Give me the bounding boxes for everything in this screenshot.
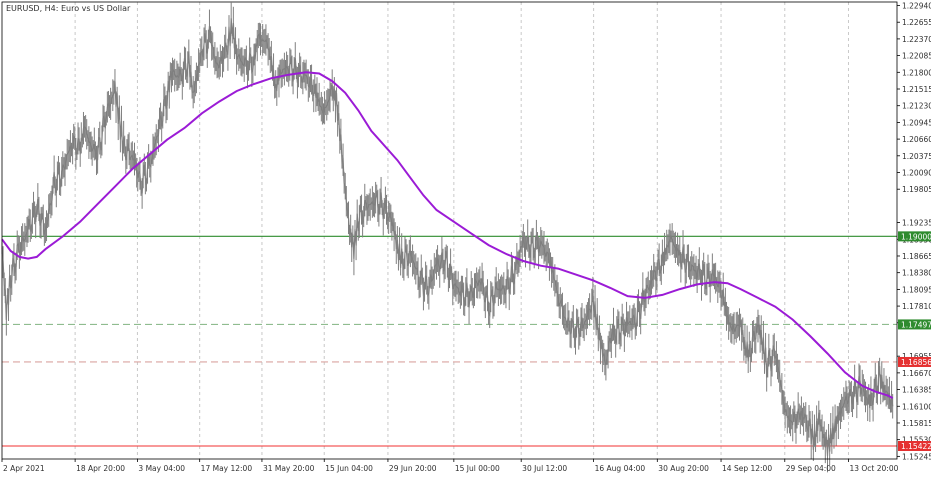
x-tick-label: 16 Aug 04:00 (595, 464, 646, 473)
y-tick-label: 1.15245 (902, 452, 931, 461)
x-tick-label: 30 Jul 12:00 (522, 464, 567, 473)
price-line (1, 18, 894, 457)
level-1.17497-tag-label: 1.17497 (901, 320, 931, 329)
x-tick-label: 17 May 12:00 (201, 464, 253, 473)
x-tick-label: 15 Jul 00:00 (455, 464, 500, 473)
y-tick-label: 1.21515 (902, 85, 931, 94)
x-tick-label: 2 Apr 2021 (3, 464, 45, 473)
moving-average-line (1, 71, 894, 399)
y-tick-label: 1.17810 (902, 302, 931, 311)
y-tick-label: 1.16955 (902, 352, 931, 361)
y-tick-label: 1.22085 (902, 52, 931, 61)
x-tick-label: 18 Apr 20:00 (76, 464, 125, 473)
x-tick-label: 3 May 04:00 (138, 464, 185, 473)
y-tick-label: 1.20375 (902, 152, 931, 161)
y-tick-label: 1.20945 (902, 118, 931, 127)
grid (74, 2, 849, 459)
y-tick-label: 1.19235 (902, 219, 931, 228)
y-tick-label: 1.22370 (902, 35, 931, 44)
x-tick-label: 29 Jun 20:00 (389, 464, 437, 473)
chart-title: EURUSD, H4: Euro vs US Dollar (6, 4, 131, 13)
y-tick-label: 1.16100 (902, 402, 931, 411)
y-tick-label: 1.21230 (902, 102, 931, 111)
y-tick-label: 1.16385 (902, 386, 931, 395)
x-tick-label: 29 Sep 04:00 (786, 464, 836, 473)
level-tags: 1.19000 1.17497 1.16856 1.15422 (898, 231, 931, 451)
level-1.15422-tag-label: 1.15422 (901, 442, 931, 451)
level-1.15422-tag (898, 440, 931, 451)
y-tick-label: 1.16670 (902, 369, 931, 378)
x-tick-label: 13 Oct 20:00 (849, 464, 898, 473)
y-tick-label: 1.15530 (902, 436, 931, 445)
y-tick-label: 1.18095 (902, 285, 931, 294)
level-1.19000-tag (898, 231, 931, 242)
level-1.17497-tag (898, 319, 931, 330)
x-tick-label: 30 Aug 20:00 (658, 464, 709, 473)
x-tick-label: 15 Jun 04:00 (325, 464, 373, 473)
y-tick-label: 1.18665 (902, 252, 931, 261)
y-tick-label: 1.15815 (902, 419, 931, 428)
y-tick-label: 1.18380 (902, 269, 931, 278)
y-tick-label: 1.22940 (902, 2, 931, 11)
price-levels (2, 235, 897, 447)
y-tick-label: 1.20660 (902, 135, 931, 144)
level-1.19000-tag-label: 1.19000 (901, 232, 931, 241)
y-tick-label: 1.20090 (902, 168, 931, 177)
series (1, 2, 894, 473)
plot-frame (1, 1, 898, 460)
x-tick-label: 31 May 20:00 (263, 464, 315, 473)
x-tick-label: 14 Sep 12:00 (722, 464, 772, 473)
y-tick-label: 1.21800 (902, 68, 931, 77)
level-1.16856-tag (898, 356, 931, 367)
y-tick-label: 1.22655 (902, 18, 931, 27)
level-1.16856-tag-label: 1.16856 (901, 358, 931, 367)
y-tick-label: 1.19805 (902, 185, 931, 194)
